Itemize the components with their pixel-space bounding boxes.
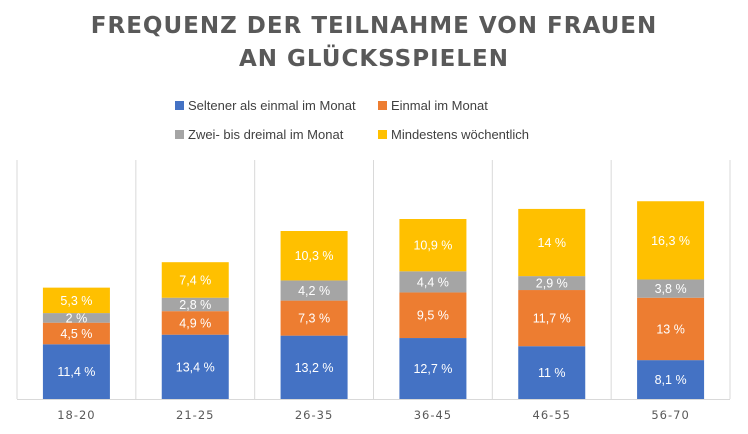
- data-label: 4,9 %: [179, 316, 211, 330]
- legend-label: Mindestens wöchentlich: [391, 127, 530, 142]
- data-label: 2,8 %: [179, 298, 211, 312]
- bar-segment-26-35-s0: [280, 335, 348, 399]
- bar-segment-21-25-s0: [161, 334, 229, 399]
- bar-segment-56-70-s3: [637, 201, 705, 280]
- bar-segment-26-35-s1: [280, 300, 348, 336]
- chart-title: FREQUENZ DER TEILNAHME VON FRAUEN AN GLÜ…: [0, 10, 748, 76]
- bar-segment-36-45-s2: [399, 271, 467, 293]
- data-label: 11,7 %: [533, 312, 571, 326]
- x-tick-label: 46-55: [533, 408, 571, 422]
- legend-swatch: [378, 130, 387, 139]
- legend-label: Einmal im Monat: [391, 98, 488, 113]
- x-tick-label: 26-35: [295, 408, 333, 422]
- data-label: 13,4 %: [176, 360, 215, 374]
- bar-segment-46-55-s0: [518, 346, 586, 399]
- bar-segment-26-35-s2: [280, 280, 348, 301]
- bar-segment-21-25-s1: [161, 311, 229, 335]
- legend-item-einmal: Einmal im Monat: [378, 98, 488, 113]
- data-label: 4,4 %: [417, 275, 449, 289]
- data-label: 11 %: [538, 366, 566, 380]
- data-label: 13 %: [656, 322, 685, 336]
- bar-segment-36-45-s1: [399, 292, 467, 339]
- bar-segment-56-70-s2: [637, 279, 705, 298]
- legend-item-seltener: Seltener als einmal im Monat: [175, 98, 356, 113]
- bar-segment-18-20-s0: [42, 344, 110, 399]
- bar-segment-46-55-s3: [518, 208, 586, 277]
- bar-segment-46-55-s1: [518, 290, 586, 347]
- data-label: 3,8 %: [655, 282, 687, 296]
- data-label: 5,3 %: [60, 294, 92, 308]
- data-label: 7,3 %: [298, 312, 330, 326]
- legend-item-woechentlich: Mindestens wöchentlich: [378, 127, 529, 142]
- legend-swatch: [378, 101, 387, 110]
- legend-label: Seltener als einmal im Monat: [188, 98, 356, 113]
- data-label: 13,2 %: [295, 361, 334, 375]
- data-label: 4,2 %: [298, 284, 330, 298]
- chart-title-line-2: AN GLÜCKSSPIELEN: [239, 46, 509, 72]
- bar-segment-36-45-s0: [399, 338, 467, 399]
- bar-segment-21-25-s3: [161, 262, 229, 298]
- legend-swatch: [175, 130, 184, 139]
- bar-segment-46-55-s2: [518, 276, 586, 291]
- data-label: 10,3 %: [295, 249, 334, 263]
- data-label: 12,7 %: [413, 362, 452, 376]
- bar-segment-26-35-s3: [280, 231, 348, 281]
- data-label: 14 %: [538, 236, 567, 250]
- bar-segment-18-20-s3: [42, 287, 110, 314]
- data-label: 4,5 %: [60, 327, 92, 341]
- bar-segment-36-45-s3: [399, 219, 467, 272]
- x-tick-label: 21-25: [176, 408, 214, 422]
- chart-title-line-1: FREQUENZ DER TEILNAHME VON FRAUEN: [90, 13, 658, 39]
- data-label: 2,9 %: [536, 277, 568, 291]
- data-label: 2 %: [66, 311, 88, 325]
- data-label: 11,4 %: [57, 365, 95, 379]
- bar-segment-18-20-s1: [42, 322, 110, 345]
- bar-segment-56-70-s1: [637, 297, 705, 361]
- bar-segment-21-25-s2: [161, 297, 229, 312]
- legend-swatch: [175, 101, 184, 110]
- x-tick-label: 18-20: [57, 408, 95, 422]
- data-label: 9,5 %: [417, 309, 449, 323]
- data-label: 10,9 %: [413, 239, 452, 253]
- data-label: 8,1 %: [655, 373, 687, 387]
- data-label: 16,3 %: [651, 234, 690, 248]
- x-tick-label: 56-70: [651, 408, 689, 422]
- data-label: 7,4 %: [179, 273, 211, 287]
- bar-segment-56-70-s0: [637, 360, 705, 399]
- legend-item-zwei-bis-dreimal: Zwei- bis dreimal im Monat: [175, 127, 343, 142]
- legend-label: Zwei- bis dreimal im Monat: [188, 127, 344, 142]
- bar-segment-18-20-s2: [42, 313, 110, 323]
- x-tick-label: 36-45: [414, 408, 452, 422]
